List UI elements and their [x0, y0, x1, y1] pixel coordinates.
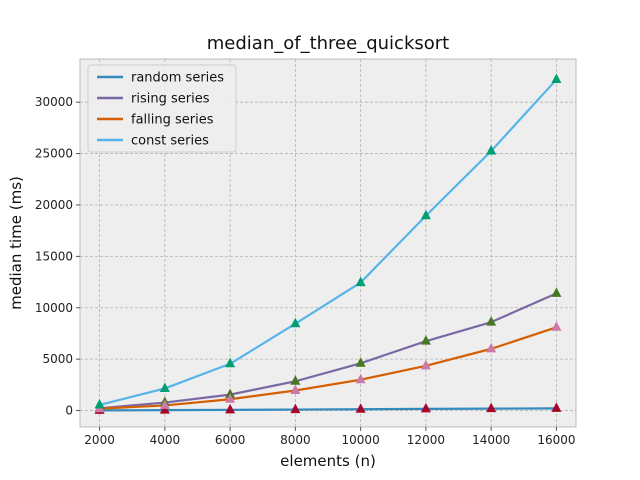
x-tick-label: 4000: [150, 433, 181, 447]
data-point-marker: [290, 384, 301, 395]
legend-label: const series: [131, 134, 209, 149]
data-point-marker: [486, 342, 497, 353]
x-axis-label: elements (n): [280, 452, 376, 470]
data-point-marker: [486, 316, 497, 326]
y-tick-label: 20000: [35, 198, 73, 212]
x-tick-label: 10000: [342, 433, 380, 447]
x-axis: 2000 4000 6000 8000 10000 12000 14000 16000: [84, 427, 576, 447]
x-tick-label: 12000: [407, 433, 445, 447]
data-point-marker: [225, 393, 236, 403]
y-axis-label: median time (ms): [7, 176, 25, 310]
x-tick-label: 14000: [472, 433, 510, 447]
data-point-marker: [420, 209, 431, 220]
data-point-marker: [94, 398, 105, 409]
data-point-marker: [355, 276, 366, 287]
data-point-marker: [355, 373, 366, 384]
y-axis: 0 5000 10000 15000 20000 25000 30000: [35, 95, 80, 418]
data-point-marker: [551, 287, 562, 297]
data-point-marker: [159, 399, 170, 409]
data-point-marker: [290, 317, 301, 328]
data-point-marker: [290, 403, 301, 414]
series-line: [99, 78, 558, 406]
data-point-marker: [420, 359, 431, 370]
series-line: [99, 292, 557, 410]
data-point-marker: [290, 375, 301, 385]
y-tick-label: 15000: [35, 249, 73, 263]
x-tick-label: 6000: [215, 433, 246, 447]
legend-label: falling series: [131, 113, 214, 128]
y-tick-label: 25000: [35, 147, 73, 161]
data-point-marker: [486, 402, 497, 413]
series-line: [99, 407, 557, 412]
series-layer: [94, 73, 562, 414]
data-point-marker: [355, 357, 366, 367]
data-point-marker: [551, 73, 562, 84]
data-point-marker: [551, 321, 562, 331]
legend-box: [87, 64, 237, 153]
data-point-marker: [486, 145, 497, 155]
data-point-marker: [420, 335, 431, 345]
y-tick-label: 5000: [42, 352, 73, 366]
chart-title: median_of_three_quicksort: [207, 33, 449, 54]
y-tick-label: 10000: [35, 301, 73, 315]
legend-label: rising series: [131, 92, 210, 107]
series-line: [99, 326, 557, 410]
data-point-marker: [225, 357, 236, 368]
x-tick-label: 8000: [280, 433, 311, 447]
legend-label: random series: [131, 71, 224, 86]
x-tick-label: 16000: [537, 433, 575, 447]
data-point-marker: [159, 382, 170, 392]
data-point-marker: [225, 403, 236, 414]
data-point-marker: [551, 402, 562, 412]
y-tick-label: 30000: [35, 95, 73, 109]
data-point-marker: [420, 402, 431, 413]
legend: random series rising series falling series…: [87, 64, 237, 153]
x-tick-label: 2000: [84, 433, 115, 447]
y-tick-label: 0: [65, 404, 73, 418]
data-point-marker: [355, 403, 366, 413]
